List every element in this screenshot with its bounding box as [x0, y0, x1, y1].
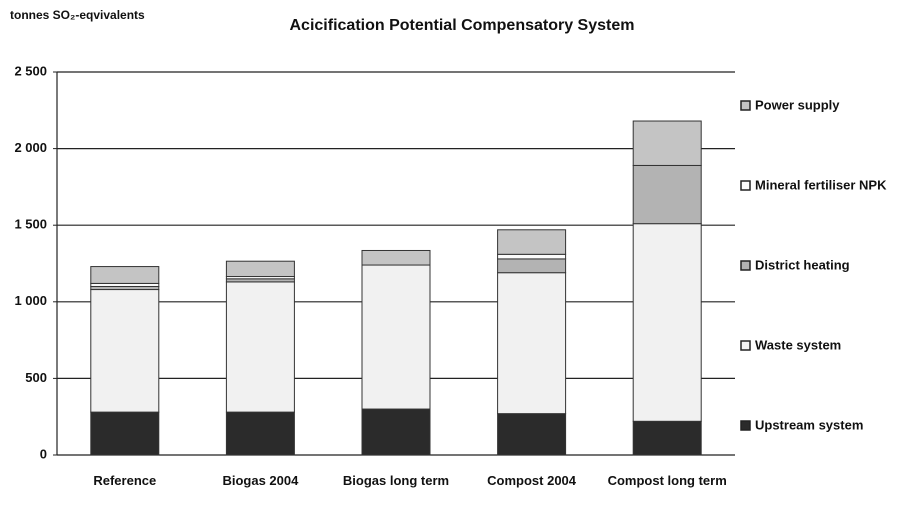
bar-segment — [361, 264, 431, 410]
legend-swatch — [740, 180, 751, 191]
x-tick-label: Compost 2004 — [487, 473, 577, 488]
y-tick-label: 2 500 — [14, 63, 47, 78]
legend-label: Mineral fertiliser NPK — [755, 177, 887, 192]
legend-swatch — [740, 420, 751, 431]
bar-segment — [90, 289, 160, 413]
bar-segment — [361, 249, 431, 266]
bar-segment — [497, 413, 567, 456]
y-tick-label: 2 000 — [14, 140, 47, 155]
bar-segment — [90, 266, 160, 284]
bar-segment — [90, 411, 160, 456]
legend-label: Waste system — [755, 337, 841, 352]
x-tick-label: Biogas long term — [342, 473, 450, 488]
bar-segment — [632, 420, 702, 456]
x-tick-label: Biogas 2004 — [222, 473, 299, 488]
legend-label: Upstream system — [755, 417, 863, 432]
y-tick-label: 500 — [25, 370, 47, 385]
x-tick-label: Reference — [93, 473, 157, 488]
y-tick-label: 0 — [40, 446, 47, 461]
bar-segment — [632, 164, 702, 225]
bar-segment — [497, 272, 567, 415]
legend-label: Power supply — [755, 97, 840, 112]
y-axis-label: tonnes SO₂-eqvivalents — [10, 8, 145, 22]
bar-segment — [361, 408, 431, 456]
legend-swatch — [740, 100, 751, 111]
y-tick-label: 1 000 — [14, 293, 47, 308]
legend-swatch — [740, 260, 751, 271]
legend-swatch — [740, 340, 751, 351]
bar-segment — [497, 229, 567, 255]
chart-title: Acicification Potential Compensatory Sys… — [290, 17, 635, 34]
bar-segment — [225, 411, 295, 456]
bar-segment — [632, 223, 702, 422]
legend-label: District heating — [755, 257, 850, 272]
bar-segment — [225, 281, 295, 413]
bar-segment — [632, 120, 702, 166]
bar-segment — [497, 253, 567, 260]
bar-segment — [225, 260, 295, 278]
bar-segment — [497, 258, 567, 274]
x-tick-label: Compost long term — [607, 473, 727, 488]
y-tick-label: 1 500 — [14, 217, 47, 232]
